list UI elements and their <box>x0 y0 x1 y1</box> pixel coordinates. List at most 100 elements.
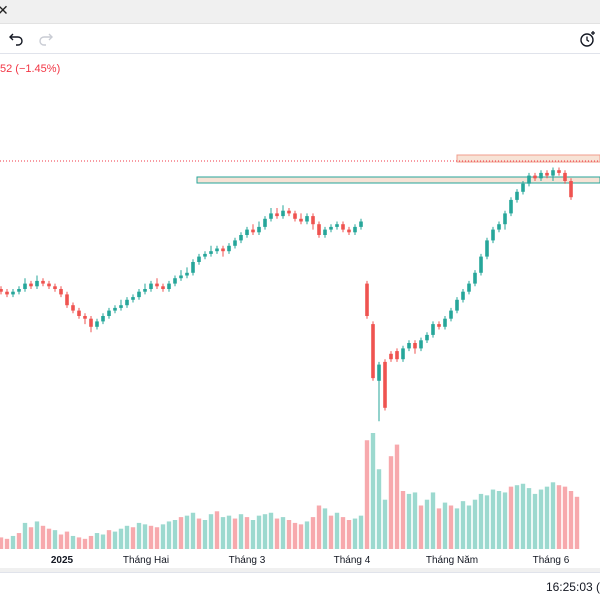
volume-bar <box>256 515 262 549</box>
candle <box>359 218 363 230</box>
x-axis-tick-label: Tháng 6 <box>533 555 570 566</box>
volume-bar <box>118 528 124 549</box>
volume-bar <box>148 525 154 549</box>
volume-bar <box>130 527 136 549</box>
candle-body <box>77 310 81 316</box>
candle-body <box>59 289 63 295</box>
volume-bar <box>442 502 448 549</box>
redo-icon <box>39 33 53 46</box>
candle <box>53 283 57 292</box>
volume-bar <box>64 531 70 549</box>
candle <box>407 340 411 352</box>
candle <box>281 205 285 219</box>
volume-bar <box>106 530 112 549</box>
close-icon[interactable]: ✕ <box>0 3 9 19</box>
volume-bar <box>316 505 322 549</box>
support-zone-upper <box>456 154 600 163</box>
candle <box>5 289 9 298</box>
title-bar: ✕ <box>0 0 600 24</box>
candle <box>467 280 471 295</box>
redo-button[interactable] <box>36 29 56 49</box>
volume-bar <box>58 534 64 549</box>
candle <box>59 286 63 298</box>
candle <box>293 210 297 222</box>
candle <box>149 280 153 292</box>
volume-bar <box>214 511 220 549</box>
candle <box>275 208 279 219</box>
candle <box>347 226 351 235</box>
candle-body <box>491 229 495 241</box>
candle-body <box>407 343 411 349</box>
candle-body <box>11 291 15 295</box>
volume-bar <box>568 491 574 549</box>
candle-body <box>263 218 267 227</box>
volume-bar <box>466 505 472 549</box>
candle <box>335 221 339 230</box>
volume-bar <box>136 522 142 549</box>
candle <box>437 321 441 330</box>
candle-body <box>275 213 279 217</box>
candle-body <box>359 221 363 227</box>
candle <box>383 359 387 411</box>
candle-body <box>167 283 171 289</box>
candle <box>185 267 189 279</box>
volume-bar <box>574 496 580 549</box>
volume-bar <box>304 521 310 549</box>
candle-body <box>389 353 393 360</box>
candle <box>239 232 243 244</box>
volume-bar <box>484 495 490 549</box>
volume-bar <box>376 469 382 549</box>
candle <box>173 275 177 287</box>
x-axis-tick-label: Tháng 3 <box>229 555 266 566</box>
candle-body <box>191 262 195 273</box>
candle <box>503 210 507 230</box>
price-chart[interactable]: 2025 Tháng Hai Tháng 3 Tháng 4 Tháng Năm Thán… <box>0 54 600 568</box>
candle-body <box>335 224 339 227</box>
candle-body <box>281 210 285 217</box>
candle-body <box>461 291 465 300</box>
candle <box>269 208 273 222</box>
alert-button[interactable] <box>578 29 598 49</box>
volume-bar <box>40 525 46 549</box>
candle <box>77 307 81 319</box>
undo-button[interactable] <box>6 29 26 49</box>
volume-bar <box>112 531 118 549</box>
candle <box>533 172 537 181</box>
volume-bar <box>76 537 82 549</box>
volume-bar <box>34 521 40 549</box>
candle-body <box>401 348 405 360</box>
candle-body <box>143 289 147 292</box>
candle <box>569 178 573 200</box>
candle-body <box>305 216 309 222</box>
candle-body <box>311 216 315 225</box>
candle-body <box>503 213 507 225</box>
candle-body <box>227 245 231 252</box>
candle <box>401 345 405 362</box>
candle-body <box>257 226 261 233</box>
candle <box>191 259 195 276</box>
candle-body <box>563 172 567 181</box>
candle <box>563 170 567 184</box>
candle <box>233 237 237 249</box>
candle-body <box>269 213 273 219</box>
candle <box>71 302 75 314</box>
candle-body <box>5 291 9 295</box>
pane-separator[interactable] <box>0 568 600 572</box>
volume-bar <box>328 515 334 549</box>
volume-bar <box>562 486 568 549</box>
volume-bar <box>334 512 340 549</box>
candle-body <box>515 191 519 200</box>
volume-bar <box>520 483 526 549</box>
candle <box>125 297 129 308</box>
candle <box>509 197 513 217</box>
candle-body <box>251 229 255 233</box>
candle-body <box>47 283 51 287</box>
candle-body <box>299 218 303 222</box>
volume-bar <box>358 515 364 549</box>
candle-body <box>455 299 459 311</box>
candle-body <box>107 310 111 316</box>
candle-body <box>371 324 375 379</box>
x-axis-tick-label: Tháng Hai <box>123 555 169 566</box>
candle-body <box>197 256 201 262</box>
